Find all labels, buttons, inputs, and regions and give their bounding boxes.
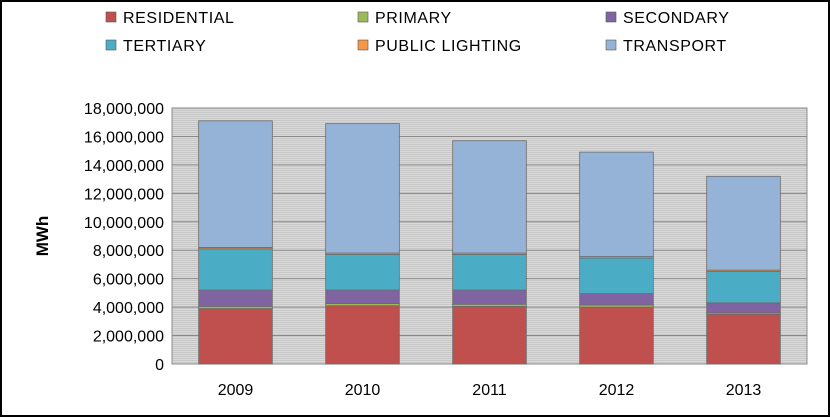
bar-secondary-2012: [579, 293, 654, 306]
legend-label-primary: PRIMARY: [375, 10, 452, 27]
bar-residential-2009: [198, 308, 273, 365]
x-tick-label: 2013: [726, 382, 762, 399]
legend-swatch-primary: [357, 11, 369, 23]
legend-label-residential: RESIDENTIAL: [123, 10, 235, 27]
legend-label-transport: TRANSPORT: [623, 38, 727, 55]
y-tick-label: 18,000,000: [84, 101, 164, 118]
bar-tertiary-2011: [452, 254, 527, 291]
bar-secondary-2011: [452, 289, 527, 305]
legend-label-secondary: SECONDARY: [623, 10, 729, 27]
y-tick-label: 2,000,000: [93, 329, 164, 346]
y-tick-label: 0: [155, 357, 164, 374]
x-tick-label: 2009: [218, 382, 254, 399]
y-tick-label: 14,000,000: [84, 158, 164, 175]
legend-swatch-secondary: [605, 11, 617, 23]
bar-tertiary-2010: [325, 254, 400, 291]
bar-transport-2013: [706, 175, 781, 271]
x-tick-label: 2012: [599, 382, 635, 399]
y-tick-label: 10,000,000: [84, 215, 164, 232]
legend-swatch-transport: [605, 39, 617, 51]
legend-label-public-lighting: PUBLIC LIGHTING: [375, 38, 522, 55]
bar-residential-2012: [579, 306, 654, 365]
bar-residential-2011: [452, 305, 527, 365]
bar-residential-2013: [706, 313, 781, 365]
legend: RESIDENTIAL PRIMARY SECONDARY TERTIARY PUBLI…: [105, 10, 729, 55]
legend-swatch-public-lighting: [357, 39, 369, 51]
bar-tertiary-2009: [198, 248, 273, 291]
x-axis-ticks: 2009 2010 2011 2012 2013: [218, 382, 762, 399]
legend-label-tertiary: TERTIARY: [123, 38, 206, 55]
y-tick-label: 16,000,000: [84, 129, 164, 146]
bar-transport-2012: [579, 151, 654, 258]
bar-residential-2010: [325, 305, 400, 365]
legend-swatch-residential: [105, 11, 117, 23]
x-tick-label: 2011: [472, 382, 507, 399]
bar-tertiary-2012: [579, 257, 654, 294]
bar-transport-2010: [325, 123, 400, 254]
x-tick-label: 2010: [345, 382, 381, 399]
y-tick-label: 8,000,000: [93, 243, 164, 260]
bars: [198, 120, 781, 365]
y-tick-label: 6,000,000: [93, 272, 164, 289]
bar-secondary-2013: [706, 302, 781, 314]
bar-transport-2009: [198, 120, 273, 248]
y-axis-title: MWh: [33, 216, 52, 257]
bar-tertiary-2013: [706, 271, 781, 304]
y-axis-ticks: 0 2,000,000 4,000,000 6,000,000 8,000,000 10,…: [84, 101, 164, 374]
legend-swatch-tertiary: [105, 39, 117, 51]
bar-transport-2011: [452, 140, 527, 254]
bar-secondary-2009: [198, 289, 273, 307]
y-tick-label: 12,000,000: [84, 186, 164, 203]
bar-secondary-2010: [325, 289, 400, 304]
y-tick-label: 4,000,000: [93, 300, 164, 317]
